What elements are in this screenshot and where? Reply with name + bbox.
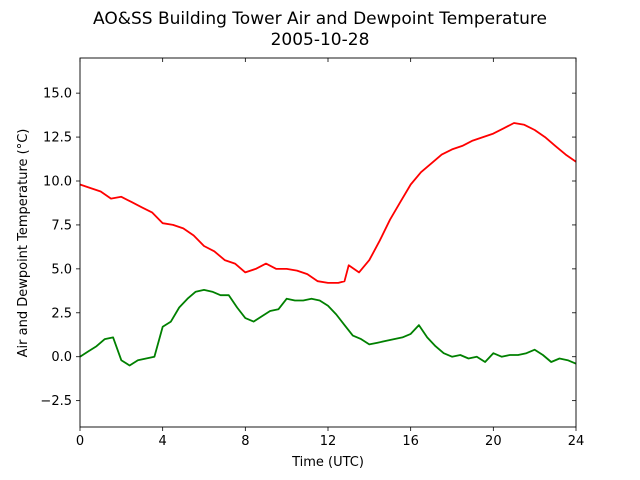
y-tick-label: 5.0 xyxy=(51,262,72,277)
y-tick-label: 0.0 xyxy=(51,350,72,365)
chart-title: AO&SS Building Tower Air and Dewpoint Te… xyxy=(93,9,547,29)
series-layer xyxy=(79,122,577,367)
x-tick-label: 12 xyxy=(320,434,337,449)
x-tick-label: 20 xyxy=(485,434,502,449)
y-tick-label: 10.0 xyxy=(43,175,72,190)
dewpoint-temperature-line xyxy=(79,288,577,367)
x-tick-label: 24 xyxy=(568,434,585,449)
y-tick-label: 15.0 xyxy=(43,87,72,102)
y-tick-label: 12.5 xyxy=(43,131,72,146)
chart-subtitle: 2005-10-28 xyxy=(271,30,370,50)
x-tick-label: 16 xyxy=(402,434,419,449)
x-tick-label: 4 xyxy=(159,434,167,449)
x-tick-label: 0 xyxy=(76,434,84,449)
y-axis-label: Air and Dewpoint Temperature (°C) xyxy=(16,129,31,358)
y-tick-label: 2.5 xyxy=(51,306,72,321)
x-axis-label: Time (UTC) xyxy=(291,455,364,470)
y-tick-label: −2.5 xyxy=(40,394,72,409)
x-tick-label: 8 xyxy=(241,434,249,449)
ticks-layer: 0 4 8 12 16 20 24 −2.5 0.0 2.5 5.0 7.5 10.0 12.5 15.0 xyxy=(40,58,584,449)
air-temperature-line xyxy=(79,122,577,284)
plot-frame xyxy=(79,57,577,428)
y-tick-label: 7.5 xyxy=(51,218,72,233)
